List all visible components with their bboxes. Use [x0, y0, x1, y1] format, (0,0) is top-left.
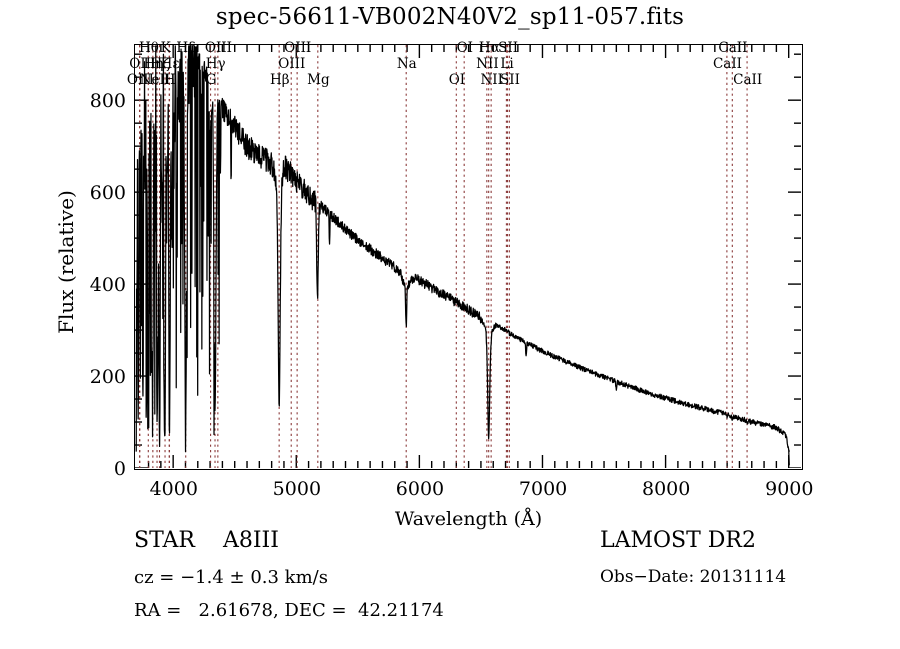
spectrum-trace [135, 45, 790, 466]
spectral-line-label: Hζ [150, 56, 170, 72]
spectral-line-label: NII [480, 72, 503, 88]
y-tick-label: 200 [89, 365, 126, 388]
spectral-line-label: Hθ [138, 40, 159, 56]
spectral-line-label: NII [476, 56, 499, 72]
y-tick-label: 600 [89, 181, 126, 204]
obs-date-line: Obs−Date: 20131114 [600, 567, 787, 587]
x-axis-ticks: 4000 5000 6000 7000 8000 9000 [134, 478, 814, 504]
spectral-line-label: OI [456, 40, 473, 56]
spectral-line-label: CaII [733, 72, 763, 88]
survey-name: LAMOST DR2 [600, 528, 756, 553]
y-tick-label: 400 [89, 273, 126, 296]
y-tick-label: 800 [89, 89, 126, 112]
spectral-line-label: Hε [160, 56, 180, 72]
spectrum-plot-svg [135, 45, 801, 469]
spectral-line-label: SII [498, 40, 519, 56]
axis-tick-marks [135, 45, 801, 469]
spectral-line-label: OIII [204, 40, 232, 56]
spectral-line-label: OII [129, 56, 152, 72]
spectral-line-label: CaII [718, 40, 748, 56]
spectral-line-label: CaII [712, 56, 743, 72]
x-tick-label: 8000 [641, 478, 691, 500]
object-class-line: STAR A8III [134, 528, 279, 553]
radial-velocity-line: cz = −1.4 ± 0.3 km/s [134, 567, 328, 588]
y-tick-label: 0 [113, 457, 126, 480]
line-markers [139, 45, 748, 468]
spectral-line-label: OI [448, 72, 466, 88]
x-tick-label: 9000 [765, 478, 814, 500]
figure-title: spec-56611-VB002N40V2_sp11-057.fits [215, 4, 685, 30]
spectral-line-label: H [163, 72, 176, 88]
spectral-line-label: SII [499, 72, 520, 88]
spectral-line-label: Mg [307, 72, 330, 88]
spectral-line-labels: OII OIII Hθ Hη NeIII K Hζ H Hε Hδ Hγ G OIII Hβ OIII OII… [0, 40, 900, 100]
plot-area [134, 44, 803, 470]
spectral-line-label: Hη [143, 56, 164, 72]
x-tick-label: 5000 [272, 478, 322, 500]
spectral-line-label: Li [500, 56, 514, 72]
x-tick-label: 6000 [395, 478, 445, 500]
spectral-line-label: OIII [278, 56, 306, 72]
spectral-line-label: Hδ [176, 40, 197, 56]
plot-canvas-clip [135, 45, 802, 469]
x-tick-label: 7000 [518, 478, 568, 500]
x-axis-label: Wavelength (Å) [394, 508, 543, 530]
spectral-line-label: Hγ [205, 56, 226, 72]
spectral-line-label: NeIII [139, 72, 176, 88]
y-axis-ticks: 0 200 400 600 800 [60, 44, 126, 480]
figure-footer: STAR A8III cz = −1.4 ± 0.3 km/s RA = 2.6… [0, 528, 900, 638]
spectral-line-label: Hβ [269, 72, 290, 88]
spectral-line-label: G [205, 72, 217, 88]
x-tick-label: 4000 [149, 478, 198, 500]
spectral-line-label: K [160, 40, 171, 56]
spectral-line-label: Hα [478, 40, 500, 56]
spectral-line-label: OIII [284, 40, 312, 56]
footer-right: LAMOST DR2 Obs−Date: 20131114 [600, 528, 900, 599]
spectral-line-label: OIII [126, 72, 154, 88]
footer-left: STAR A8III cz = −1.4 ± 0.3 km/s RA = 2.6… [134, 528, 554, 633]
spectral-line-label: Na [396, 56, 417, 72]
coordinates-line: RA = 2.61678, DEC = 42.21174 [134, 600, 444, 621]
